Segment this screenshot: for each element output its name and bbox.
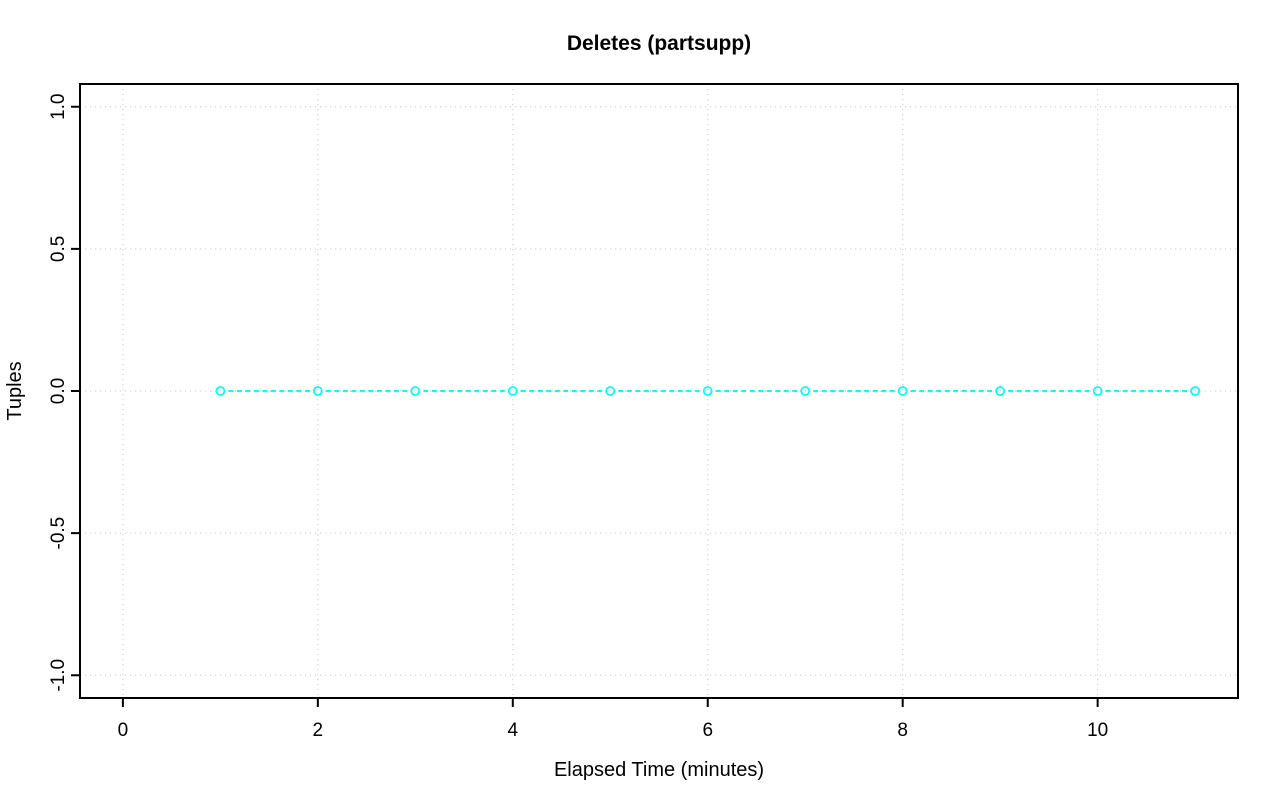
x-axis-tick-label: 4 — [507, 720, 518, 741]
y-axis-tick-label: 1.0 — [48, 94, 69, 120]
x-axis-tick-label: 10 — [1087, 720, 1108, 741]
data-point-marker — [800, 386, 811, 396]
data-point-marker — [1092, 386, 1103, 396]
data-point-marker — [995, 386, 1006, 396]
x-axis-label: Elapsed Time (minutes) — [553, 759, 765, 781]
data-point-marker — [1190, 386, 1201, 396]
data-point-marker — [507, 386, 518, 396]
data-point-marker — [897, 386, 908, 396]
plot-border-box — [79, 83, 1239, 699]
x-axis-tick-label: 0 — [118, 720, 129, 741]
x-axis-tick-label: 2 — [313, 720, 324, 741]
y-axis-tick-label: 0.5 — [48, 236, 69, 262]
data-point-marker — [702, 386, 713, 396]
data-point-marker — [312, 386, 323, 396]
y-axis-tick-label: 0.0 — [48, 378, 69, 404]
y-axis-tick-label: -1.0 — [48, 659, 69, 692]
data-point-marker — [605, 386, 616, 396]
data-point-marker — [410, 386, 421, 396]
y-axis-tick-label: -0.5 — [48, 517, 69, 550]
x-axis-tick-label: 8 — [897, 720, 908, 741]
chart-title: Deletes (partsupp) — [566, 32, 752, 55]
data-point-marker — [215, 386, 226, 396]
x-axis-tick-label: 6 — [702, 720, 713, 741]
